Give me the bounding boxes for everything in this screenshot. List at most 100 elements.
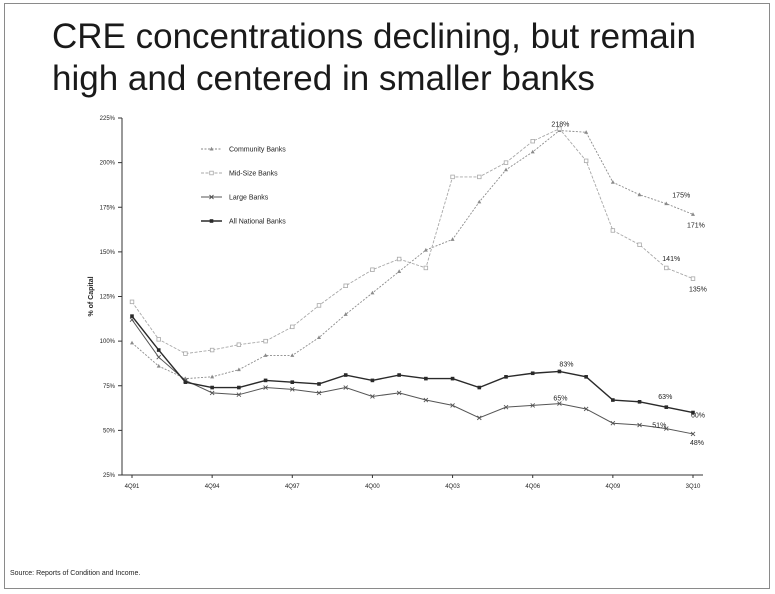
y-tick-label: 75% [103,384,116,390]
data-label: 60% [691,413,705,420]
data-point [263,385,268,390]
data-point [530,139,535,144]
series-community-banks [130,128,695,381]
data-point [370,378,375,383]
legend-label: Mid-Size Banks [229,171,278,178]
x-tick-label: 4Q91 [125,484,140,490]
data-point [584,375,588,379]
data-point [209,347,215,353]
data-point [397,269,402,274]
data-label: 135% [689,287,707,294]
legend-marker [209,194,214,200]
data-point [584,130,589,134]
data-point [290,353,295,357]
data-point [504,375,508,379]
data-point [450,403,455,408]
data-point [317,382,321,386]
data-point [289,387,295,392]
data-point [637,192,642,197]
chart-annotations: 218% 175% 171% 141% 135% 83% 63% 60% 65% 51% 48% [551,121,706,446]
data-point [130,314,134,318]
data-point [450,376,455,381]
x-tick-label: 4Q03 [445,484,460,490]
data-point [370,267,375,272]
data-point [610,180,615,184]
legend-marker [209,170,214,176]
data-point [397,373,401,377]
legend-label: Large Banks [229,195,269,202]
series-line [131,128,694,355]
data-point [610,420,616,426]
data-point [290,380,295,384]
data-point [637,422,642,428]
x-tick-label: 4Q09 [606,484,621,490]
data-point [423,247,428,252]
y-tick-label: 125% [100,295,116,301]
data-point [130,340,134,345]
data-point [396,256,402,262]
x-tick-label: 3Q10 [686,484,701,490]
series-all-national-banks [130,314,695,415]
data-point [530,149,535,154]
slide-frame [4,3,770,589]
data-label: 218% [551,121,569,128]
data-label: 171% [687,222,705,229]
data-label: 63% [658,394,672,401]
slide-title: CRE concentrations declining, but remain… [52,17,696,98]
legend-marker [209,219,214,223]
data-point [343,283,348,288]
y-tick-label: 150% [100,250,116,256]
data-label: 83% [559,361,573,368]
data-point [664,265,669,271]
data-point [530,403,536,408]
data-point [504,167,508,172]
data-point [557,126,562,131]
data-point [263,338,268,344]
y-tick-label: 225% [100,116,116,122]
data-point [611,398,615,402]
data-point [690,276,696,281]
data-point [637,400,642,404]
data-point [691,212,695,216]
data-point [664,201,669,206]
y-tick-label: 175% [100,205,116,211]
data-point [423,265,429,271]
data-point [477,199,482,204]
data-point [263,378,268,383]
data-point [156,337,161,342]
data-point [583,158,589,164]
data-point [424,376,428,381]
y-tick-label: 100% [100,339,116,345]
data-point [691,410,695,415]
data-label: 48% [690,440,704,447]
x-tick-label: 4Q97 [285,484,300,490]
data-point [183,351,188,356]
data-point [210,374,215,379]
series-line [131,130,694,380]
y-tick-label: 50% [103,428,116,434]
data-point [343,373,348,377]
legend-label: Community Banks [229,147,286,154]
legend-label: All National Banks [229,219,286,226]
data-label: 51% [652,423,666,430]
legend-item: All National Banks [201,219,286,226]
data-point [476,415,482,421]
series-line [131,319,694,435]
data-point [210,385,214,390]
data-point [664,405,669,409]
data-point [290,324,295,330]
data-point [370,290,375,295]
data-point [343,312,348,316]
data-point [236,342,242,347]
y-tick-label: 25% [103,473,116,479]
data-point [209,390,215,396]
y-tick-label: 200% [100,161,116,167]
data-point [557,401,562,406]
data-point [663,426,669,431]
chart-legend: Community Banks Mid-Size Banks Large Banks… [201,147,286,226]
data-point [610,228,616,233]
data-point [317,335,321,340]
data-point [396,390,402,396]
data-point [690,431,696,437]
